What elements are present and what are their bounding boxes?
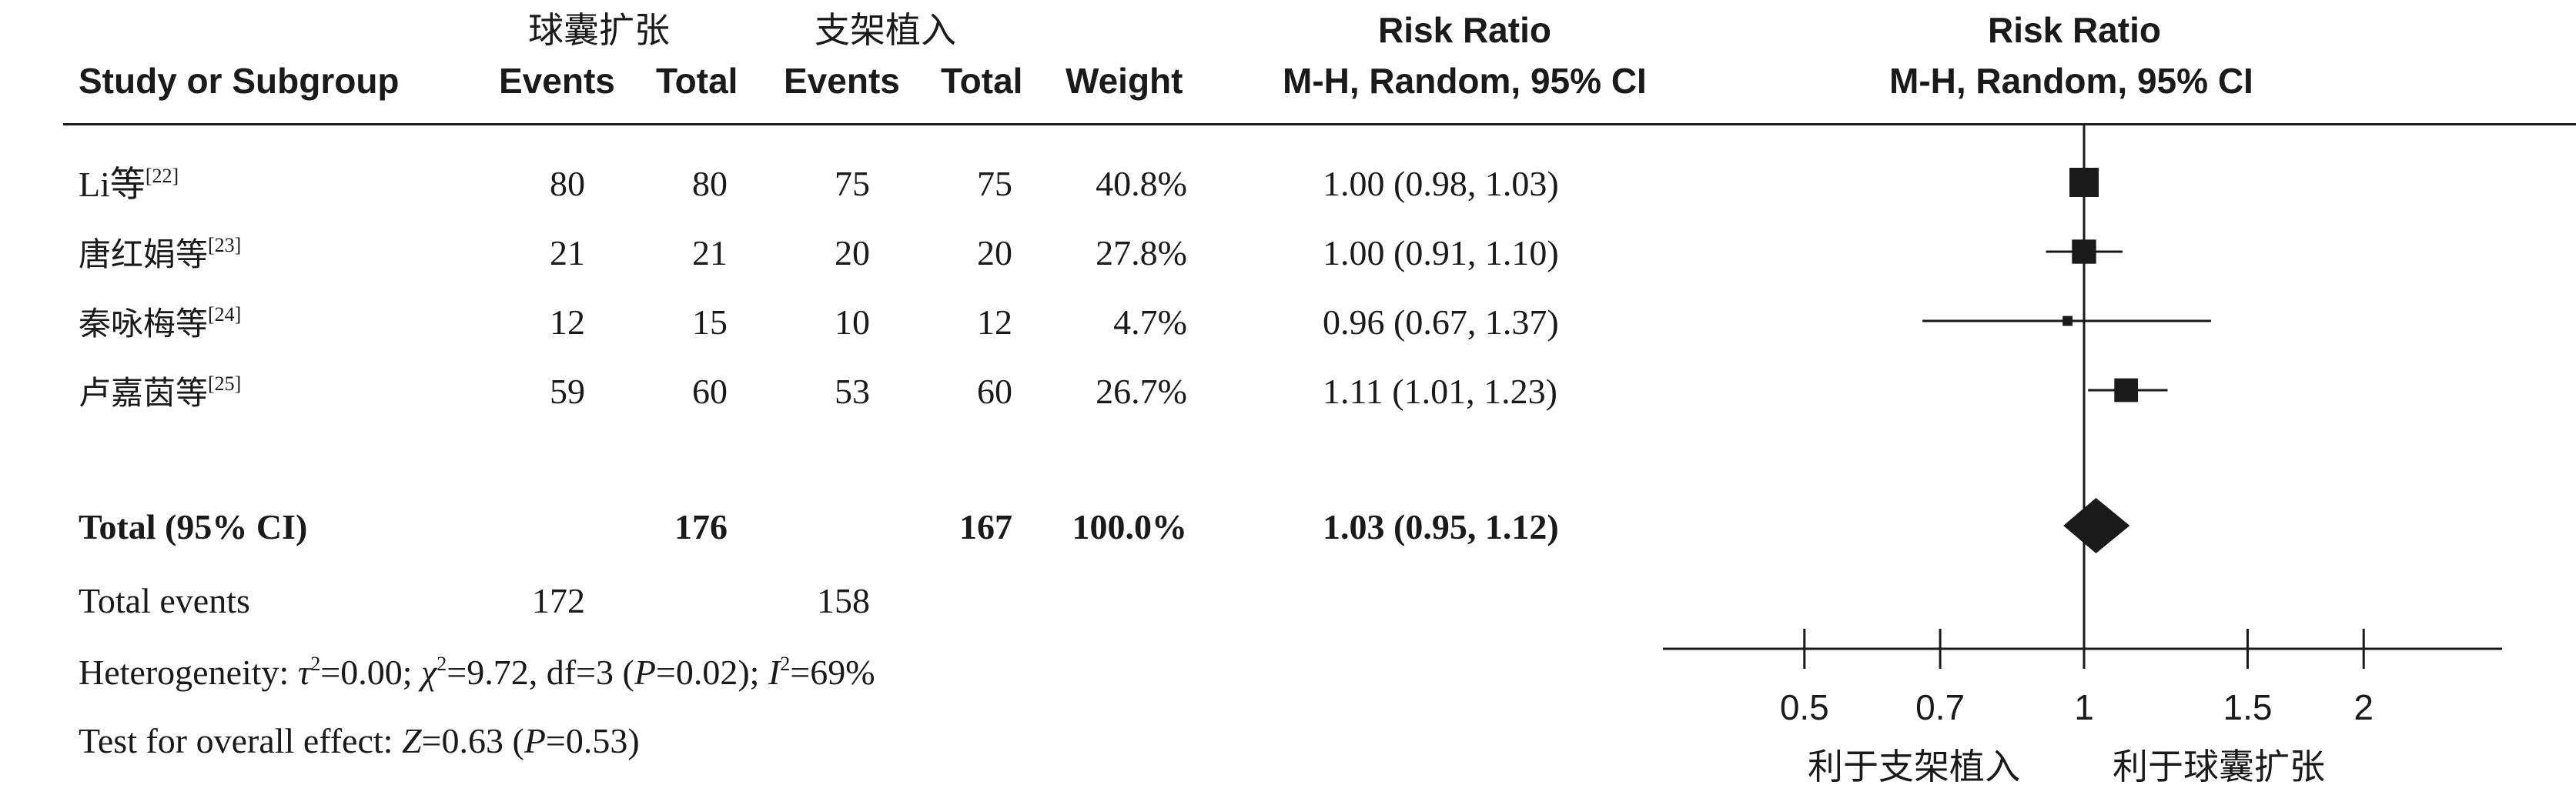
- total1-column-header: Total: [656, 61, 738, 101]
- total2-cell: 12: [977, 302, 1012, 342]
- total-events1: 172: [532, 581, 585, 620]
- total2-column-header: Total: [941, 61, 1023, 101]
- events1-cell: 59: [550, 372, 585, 411]
- group1-header: 球囊扩张: [528, 9, 670, 51]
- total2-cell: 75: [977, 164, 1012, 203]
- x-tick-label: 2: [2354, 687, 2374, 727]
- events2-column-header: Events: [784, 61, 900, 101]
- weight-cell: 27.8%: [1096, 233, 1187, 272]
- total-weight: 100.0%: [1072, 507, 1188, 546]
- total1-cell: 60: [692, 372, 728, 411]
- weight-cell: 40.8%: [1096, 164, 1187, 203]
- study-point: [2069, 168, 2099, 197]
- favours-right-label: 利于球囊扩张: [2113, 746, 2325, 787]
- weight-cell: 4.7%: [1113, 302, 1187, 342]
- events2-cell: 75: [835, 164, 870, 203]
- study-name: 唐红娟等[23]: [79, 234, 242, 273]
- rr-column-title: Risk Ratio: [1378, 10, 1551, 50]
- weight-cell: 26.7%: [1096, 372, 1187, 411]
- total2-cell: 60: [977, 372, 1012, 411]
- events1-column-header: Events: [499, 61, 615, 101]
- x-tick-label: 1: [2074, 687, 2094, 727]
- total2-sum: 167: [959, 507, 1012, 546]
- total1-cell: 80: [692, 164, 728, 203]
- study-point: [2114, 378, 2139, 403]
- overall-effect-text: Test for overall effect: Z=0.63 (P=0.53): [79, 721, 640, 760]
- heterogeneity-text: Heterogeneity: τ2=0.00; χ2=9.72, df=3 (P…: [79, 653, 875, 692]
- rr-ci-cell: 1.00 (0.91, 1.10): [1323, 233, 1559, 272]
- x-tick-label: 1.5: [2223, 687, 2272, 727]
- total-events-label: Total events: [79, 581, 250, 620]
- events1-cell: 12: [550, 302, 585, 342]
- events2-cell: 10: [835, 302, 870, 342]
- events2-cell: 20: [835, 233, 870, 272]
- plot-title: Risk Ratio: [1988, 10, 2161, 50]
- total-events2: 158: [817, 581, 870, 620]
- group2-header: 支架植入: [815, 9, 956, 51]
- study-column-header: Study or Subgroup: [79, 61, 400, 101]
- rr-ci-cell: 1.00 (0.98, 1.03): [1323, 164, 1559, 203]
- study-point: [2072, 239, 2096, 264]
- events1-cell: 21: [550, 233, 585, 272]
- study-name: 卢嘉茵等[25]: [79, 372, 242, 412]
- study-name: 秦咏梅等[24]: [79, 303, 242, 342]
- total2-cell: 20: [977, 233, 1012, 272]
- study-point: [2062, 316, 2073, 326]
- total1-cell: 15: [692, 302, 728, 342]
- events2-cell: 53: [835, 372, 870, 411]
- favours-left-label: 利于支架植入: [1808, 746, 2020, 787]
- total1-cell: 21: [692, 233, 728, 272]
- header-rule: [63, 123, 2576, 125]
- x-tick-label: 0.5: [1780, 687, 1829, 727]
- plot-method: M-H, Random, 95% CI: [1889, 61, 2253, 101]
- total1-sum: 176: [674, 507, 728, 546]
- study-name: Li等[22]: [79, 165, 179, 204]
- total-label: Total (95% CI): [79, 507, 308, 546]
- rr-ci-cell: 0.96 (0.67, 1.37): [1323, 302, 1559, 342]
- total-rr-ci: 1.03 (0.95, 1.12): [1323, 507, 1559, 546]
- pooled-diamond: [2063, 498, 2130, 553]
- events1-cell: 80: [550, 164, 585, 203]
- rr-column-method: M-H, Random, 95% CI: [1283, 61, 1647, 101]
- rr-ci-cell: 1.11 (1.01, 1.23): [1323, 372, 1557, 411]
- x-tick-label: 0.7: [1915, 687, 1965, 727]
- weight-column-header: Weight: [1066, 61, 1183, 101]
